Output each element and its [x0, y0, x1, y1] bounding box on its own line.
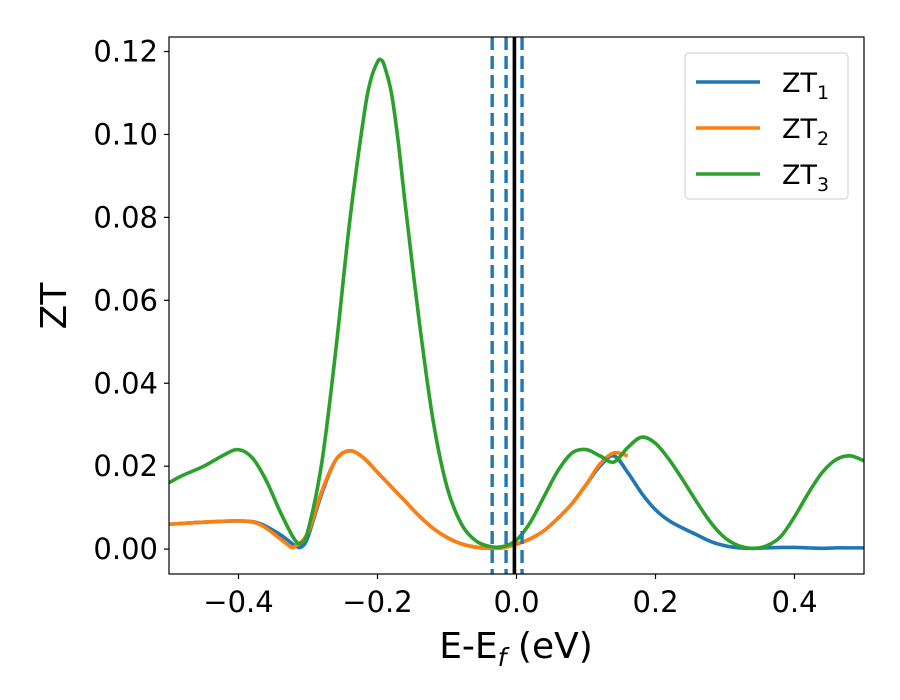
- y-axis: 0.00 0.02 0.04 0.06 0.08 0.10 0.12: [93, 35, 169, 566]
- x-tick-label: 0.0: [493, 585, 539, 619]
- x-axis: −0.4 −0.2 0.0 0.2 0.4: [203, 574, 818, 619]
- x-tick-label: −0.4: [203, 585, 273, 619]
- y-tick-label: 0.04: [93, 366, 158, 400]
- x-tick-label: 0.2: [632, 585, 678, 619]
- legend-label-zt2: ZT2: [782, 114, 829, 150]
- legend-label-zt1: ZT1: [782, 68, 829, 104]
- y-axis-label: ZT: [34, 282, 75, 330]
- y-tick-label: 0.06: [93, 283, 158, 317]
- y-tick-label: 0.10: [93, 117, 158, 151]
- legend-box: [684, 52, 849, 200]
- y-tick-label: 0.02: [93, 449, 158, 483]
- y-tick-label: 0.00: [93, 532, 158, 566]
- x-tick-label: −0.2: [342, 585, 412, 619]
- x-axis-label: E-Ef (eV): [439, 626, 593, 672]
- y-tick-label: 0.12: [93, 35, 158, 69]
- legend-label-zt3: ZT3: [782, 160, 829, 196]
- legend: ZT1 ZT2 ZT3: [684, 52, 849, 200]
- series-layer: [169, 57, 864, 551]
- y-tick-label: 0.08: [93, 200, 158, 234]
- x-tick-label: 0.4: [771, 585, 817, 619]
- series-line-zt2: [169, 449, 629, 551]
- fermi-lines-layer: [490, 37, 524, 574]
- series-line-zt3: [169, 57, 864, 551]
